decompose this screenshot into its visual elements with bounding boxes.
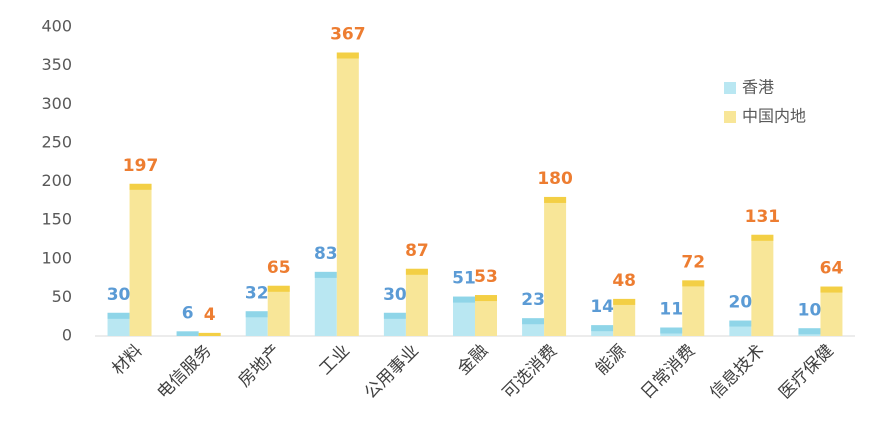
y-tick-label: 0 (62, 326, 72, 345)
value-label: 180 (537, 169, 573, 189)
x-tick-label: 公用事业 (361, 341, 423, 403)
y-tick-label: 250 (41, 132, 72, 151)
bar-cap (544, 196, 567, 203)
x-tick-label: 电信服务 (153, 341, 215, 403)
bar-cap (751, 234, 774, 241)
value-label: 367 (330, 24, 366, 44)
value-label: 11 (659, 300, 683, 320)
legend-swatch (724, 111, 736, 123)
bar-cap (198, 332, 221, 336)
bar (475, 295, 497, 336)
bar-cap (336, 52, 359, 59)
bar-cap (176, 331, 199, 336)
bar-cap (798, 328, 821, 335)
x-tick-label: 材料 (108, 341, 146, 379)
value-label: 65 (267, 258, 291, 278)
value-label: 6 (182, 303, 194, 323)
value-label: 4 (204, 305, 216, 325)
bar-cap (129, 183, 152, 190)
x-tick-label: 日常消费 (637, 341, 699, 403)
value-label: 51 (452, 269, 476, 289)
value-label: 30 (383, 285, 407, 305)
value-label: 30 (107, 285, 131, 305)
bar (544, 196, 567, 336)
y-tick-label: 50 (52, 287, 72, 306)
x-tick-label: 信息技术 (706, 341, 768, 403)
x-tick-label: 医疗保健 (775, 341, 837, 403)
value-label: 53 (474, 267, 498, 287)
y-tick-label: 200 (41, 171, 72, 190)
bar (405, 268, 428, 336)
y-tick-label: 350 (41, 55, 72, 74)
bar (751, 234, 774, 336)
bar-cap (660, 327, 683, 334)
value-label: 197 (123, 156, 159, 176)
bar (336, 52, 359, 337)
bar-cap (475, 295, 497, 302)
bar-cap (383, 312, 406, 319)
value-label: 64 (820, 259, 844, 279)
bar-cap (267, 285, 290, 292)
bar-cap (453, 296, 475, 303)
value-label: 10 (798, 300, 822, 320)
bar-cap (682, 280, 705, 287)
legend-label: 中国内地 (742, 107, 806, 126)
x-tick-label: 能源 (592, 341, 630, 379)
bar-cap (245, 311, 268, 318)
value-label: 72 (681, 252, 705, 272)
bar-cap (820, 286, 843, 293)
bar-cap (522, 318, 545, 325)
bar (129, 183, 152, 336)
bar-cap (613, 298, 636, 305)
legend-label: 香港 (742, 78, 774, 97)
bar (820, 286, 843, 336)
bar (682, 280, 705, 336)
x-tick-label: 可选消费 (499, 341, 561, 403)
value-label: 83 (314, 244, 338, 264)
bar (453, 296, 475, 336)
x-tick-label: 房地产 (235, 341, 285, 391)
bar (613, 298, 636, 336)
x-tick-label: 工业 (316, 341, 354, 379)
y-tick-label: 400 (41, 17, 72, 36)
bar-cap (405, 268, 428, 275)
x-tick-label: 金融 (454, 341, 492, 379)
value-label: 87 (405, 241, 429, 261)
bar-cap (314, 271, 337, 278)
value-label: 23 (521, 290, 545, 310)
bar (267, 285, 290, 336)
value-label: 32 (245, 283, 269, 303)
y-tick-label: 100 (41, 248, 72, 267)
value-label: 131 (745, 207, 781, 227)
value-label: 20 (729, 293, 753, 313)
value-label: 48 (612, 271, 636, 291)
bar-cap (729, 320, 752, 327)
bar-cap (591, 325, 614, 332)
legend-swatch (724, 82, 736, 94)
y-tick-label: 150 (41, 210, 72, 229)
bar (245, 311, 268, 336)
value-label: 14 (590, 297, 614, 317)
y-tick-label: 300 (41, 94, 72, 113)
bar (314, 271, 337, 336)
bar-cap (107, 312, 130, 319)
